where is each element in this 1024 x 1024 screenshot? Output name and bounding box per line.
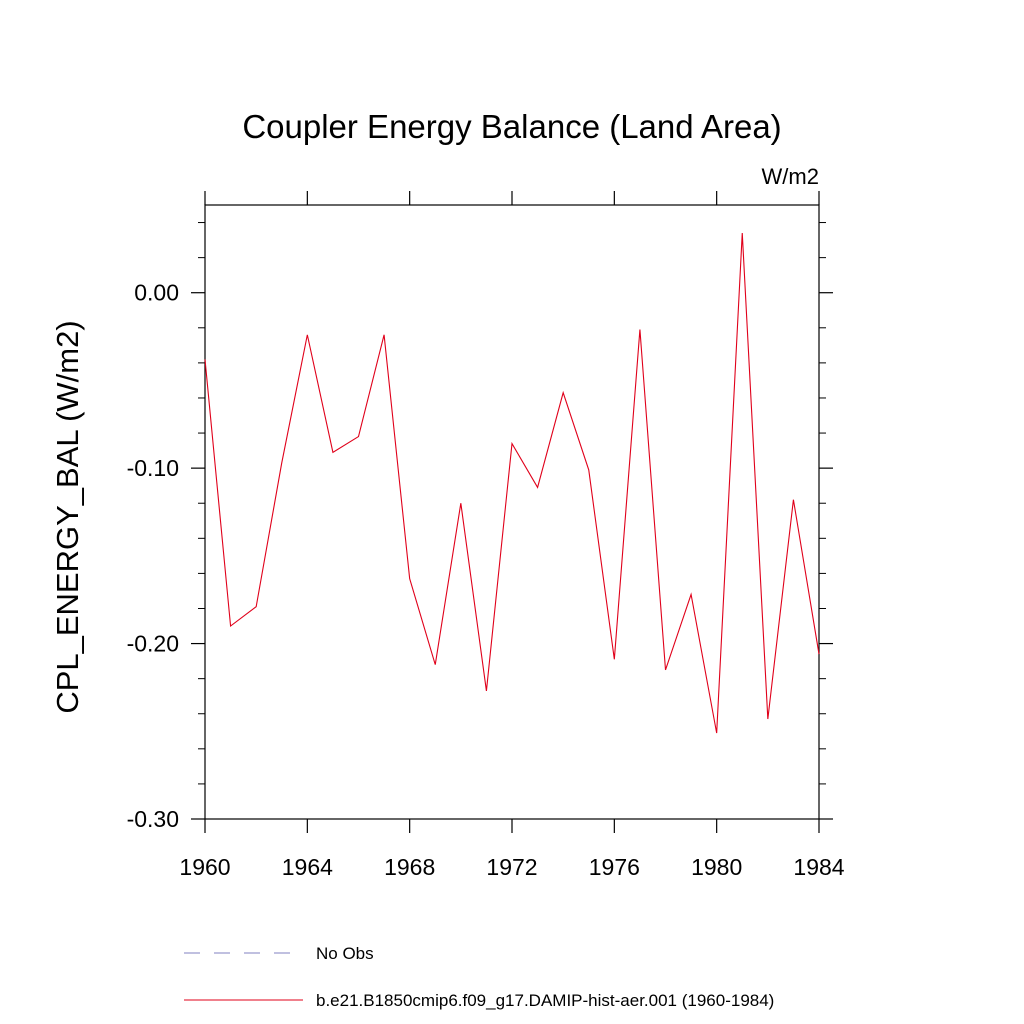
series-layer [204,233,820,734]
legend: No Obs b.e21.B1850cmip6.f09_g17.DAMIP-his… [184,944,774,1010]
plot-frame [204,204,820,820]
legend-label: No Obs [316,944,374,963]
axis-ticks [191,191,833,833]
x-tick-label: 1976 [589,854,640,880]
x-tick-label: 1960 [179,854,230,880]
series-line [204,233,820,734]
y-axis-label: CPL_ENERGY_BAL (W/m2) [50,320,85,713]
x-tick-label: 1980 [691,854,742,880]
y-tick-label: -0.10 [127,455,179,481]
x-tick-label: 1984 [793,854,844,880]
y-tick-label: -0.30 [127,806,179,832]
x-tick-label: 1972 [486,854,537,880]
x-tick-label: 1968 [384,854,435,880]
y-tick-label: 0.00 [134,280,179,306]
x-tick-label: 1964 [282,854,333,880]
legend-label: b.e21.B1850cmip6.f09_g17.DAMIP-hist-aer.… [316,991,774,1010]
chart-title: Coupler Energy Balance (Land Area) [242,108,781,145]
y-tick-label: -0.20 [127,631,179,657]
axis-tick-labels: 1960 1964 1968 1972 1976 1980 1984 -0.30 -0.20 -0… [127,280,845,880]
units-label: W/m2 [762,164,819,189]
